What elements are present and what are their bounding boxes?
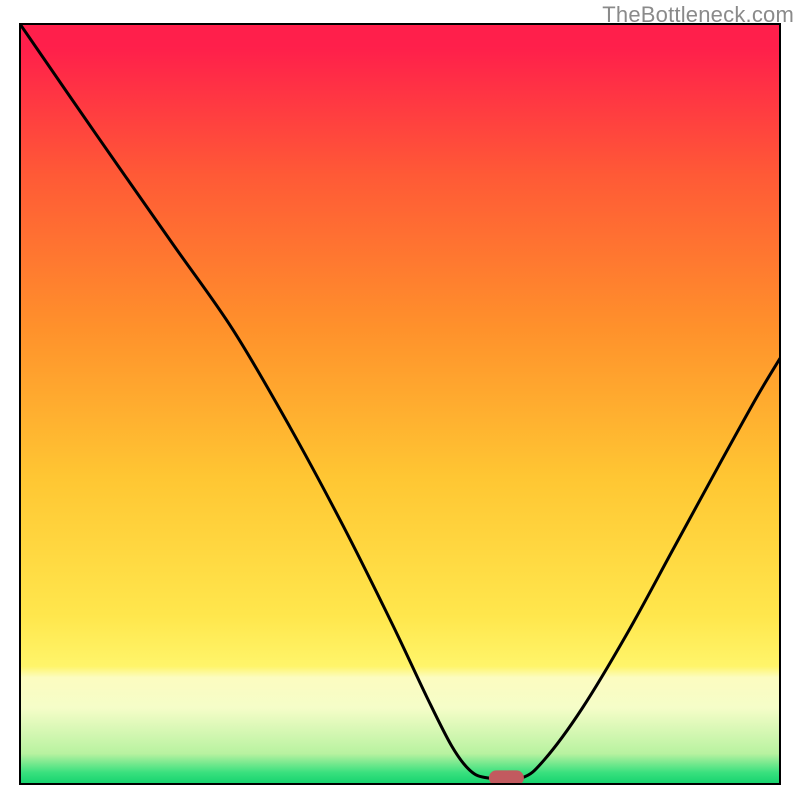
gradient-background [20, 24, 780, 784]
chart-container: TheBottleneck.com [0, 0, 800, 800]
watermark-text: TheBottleneck.com [602, 2, 794, 28]
optimum-marker [489, 771, 523, 785]
bottleneck-chart [0, 0, 800, 800]
